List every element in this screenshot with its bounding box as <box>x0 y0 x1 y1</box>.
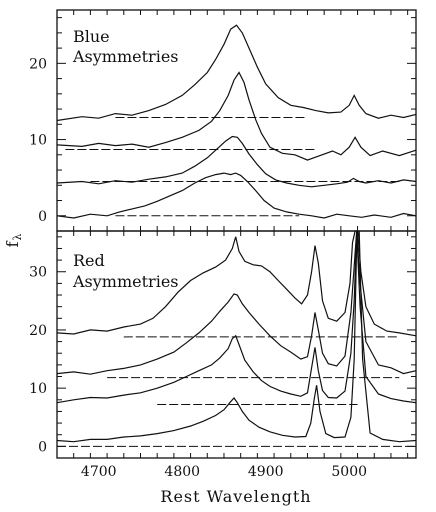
x-tick-label: 5000 <box>331 464 367 480</box>
y-tick-label: 20 <box>29 323 47 339</box>
panel-title-line-2: Asymmetries <box>72 47 179 66</box>
panel-title-line-1: Red <box>73 251 105 270</box>
y-tick-label: 0 <box>38 439 47 455</box>
panel-red-asymmetries: 0 10 20 30 4700 4800 4900 5000 Red Asymmetries <box>29 230 417 480</box>
panel-frame <box>56 230 417 459</box>
spectrum-line-4 <box>56 172 417 219</box>
panel-title-line-1: Blue <box>73 27 110 46</box>
x-tick-label: 4700 <box>81 464 117 480</box>
panel-frame <box>56 9 417 232</box>
x-axis-label: Rest Wavelength <box>160 487 311 506</box>
spectrum-line-4 <box>56 230 417 443</box>
x-tick-label: 4900 <box>248 464 284 480</box>
y-axis-label: fλ <box>3 233 24 248</box>
spectrum-line-3 <box>56 230 417 404</box>
y-tick-label: 10 <box>29 381 47 397</box>
panel-blue-asymmetries: 0 10 20 Blue Asymmetries <box>29 9 417 232</box>
panel-title-line-2: Asymmetries <box>72 272 179 291</box>
spectrum-line-1 <box>56 230 417 337</box>
y-tick-label: 0 <box>38 209 47 225</box>
spectrum-line-2 <box>56 71 417 161</box>
y-tick-label: 30 <box>29 265 47 281</box>
y-tick-label: 10 <box>29 133 47 149</box>
spectrum-line-3 <box>56 135 417 188</box>
x-tick-label: 4800 <box>164 464 200 480</box>
y-tick-label: 20 <box>29 56 47 72</box>
spectrum-line-1 <box>56 24 417 122</box>
